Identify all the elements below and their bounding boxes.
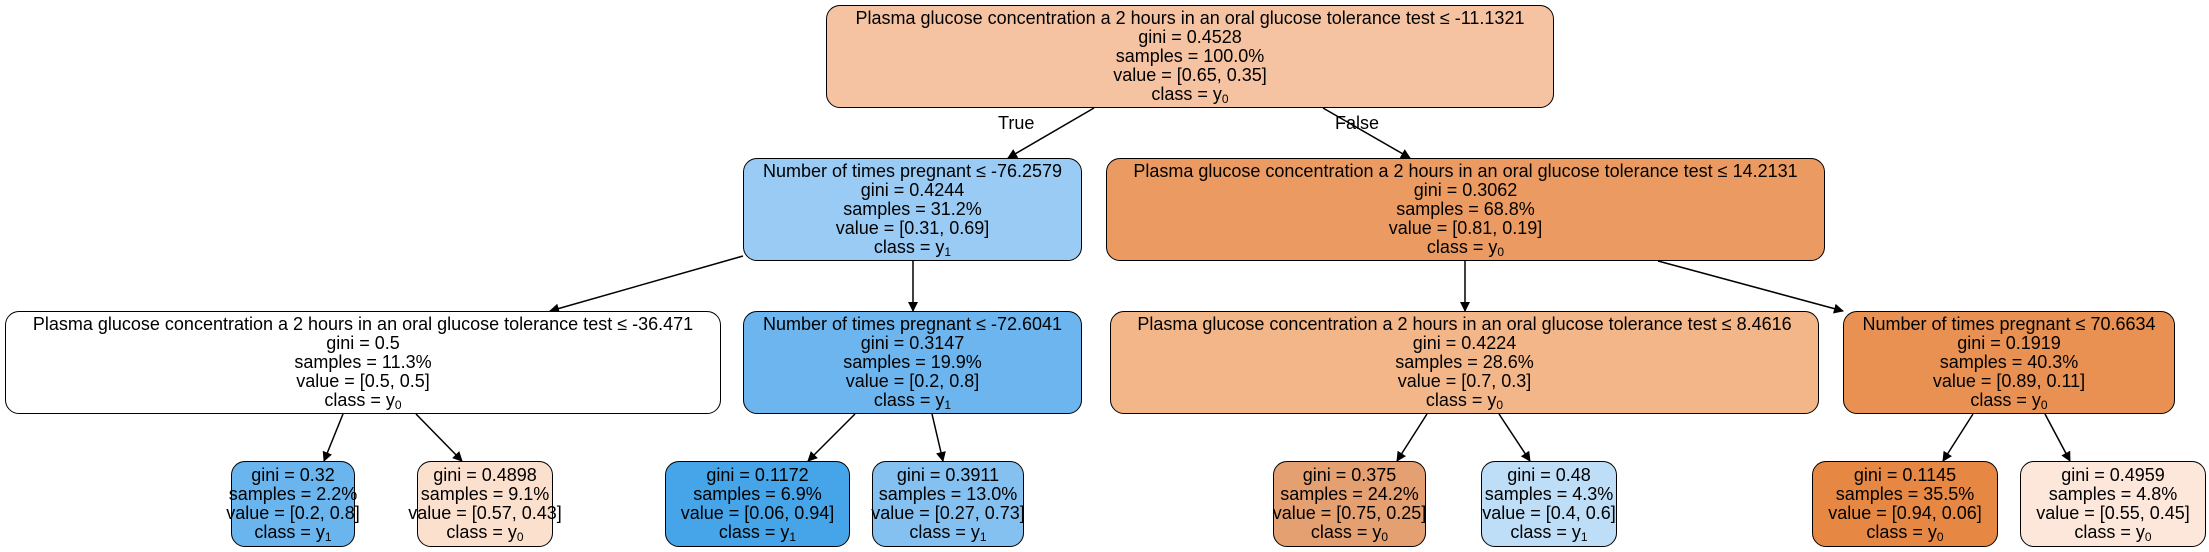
node-class: class = y0 xyxy=(1425,390,1504,412)
node-split-condition: Plasma glucose concentration a 2 hours i… xyxy=(32,314,694,334)
node-gini: gini = 0.3911 xyxy=(896,465,1000,485)
node-samples: samples = 4.3% xyxy=(1484,484,1614,504)
node-value: value = [0.2, 0.8] xyxy=(226,503,360,523)
node-value: value = [0.89, 0.11] xyxy=(1932,371,2086,391)
node-class: class = y1 xyxy=(1510,522,1588,544)
node-gini: gini = 0.1145 xyxy=(1853,465,1957,485)
node-gini: gini = 0.5 xyxy=(326,333,400,353)
tree-node-n1: Number of times pregnant ≤ -76.2579 gini… xyxy=(743,158,1082,261)
node-gini: gini = 0.1919 xyxy=(1957,333,2061,353)
node-gini: gini = 0.32 xyxy=(251,465,335,485)
node-gini: gini = 0.4528 xyxy=(1138,27,1242,47)
node-class: class = y0 xyxy=(1866,522,1944,544)
node-value: value = [0.55, 0.45] xyxy=(2036,503,2190,523)
node-value: value = [0.27, 0.73] xyxy=(871,503,1025,523)
node-gini: gini = 0.3062 xyxy=(1413,180,1518,200)
edge-root-to-n1 xyxy=(1007,107,1095,159)
node-value: value = [0.57, 0.43] xyxy=(408,503,562,523)
node-gini: gini = 0.1172 xyxy=(706,465,809,485)
edge-root-to-n2 xyxy=(1322,107,1411,159)
edge-n1-to-n3 xyxy=(549,255,744,314)
node-value: value = [0.7, 0.3] xyxy=(1397,371,1532,391)
node-value: value = [0.5, 0.5] xyxy=(296,371,430,391)
node-samples: samples = 2.2% xyxy=(228,484,358,504)
node-value: value = [0.65, 0.35] xyxy=(1113,65,1267,85)
node-samples: samples = 4.8% xyxy=(2048,484,2178,504)
edge-n5-to-l6 xyxy=(1498,413,1531,462)
tree-node-n4: Number of times pregnant ≤ -72.6041 gini… xyxy=(743,311,1082,414)
node-samples: samples = 40.3% xyxy=(1939,352,2079,372)
node-samples: samples = 24.2% xyxy=(1280,484,1419,504)
node-class: class = y1 xyxy=(254,522,332,544)
edge-label-true: True xyxy=(998,113,1035,133)
edge-n4-to-l4 xyxy=(931,413,946,462)
edge-n6-to-l7 xyxy=(1942,413,1974,462)
tree-leaf-l2: gini = 0.4898 samples = 9.1% value = [0.… xyxy=(408,461,562,547)
node-class: class = y0 xyxy=(1426,237,1505,259)
tree-node-n6: Number of times pregnant ≤ 70.6634 gini … xyxy=(1843,311,2175,414)
node-class: class = y1 xyxy=(909,522,987,544)
node-gini: gini = 0.3147 xyxy=(860,333,965,353)
node-samples: samples = 9.1% xyxy=(420,484,550,504)
node-split-condition: Plasma glucose concentration a 2 hours i… xyxy=(1137,314,1792,334)
edge-n5-to-l5 xyxy=(1396,413,1428,462)
tree-leaf-l4: gini = 0.3911 samples = 13.0% value = [0… xyxy=(871,461,1025,547)
edge-n3-to-l2 xyxy=(415,413,463,462)
tree-leaf-l1: gini = 0.32 samples = 2.2% value = [0.2,… xyxy=(226,461,360,547)
node-class: class = y0 xyxy=(1151,84,1229,106)
tree-leaf-l6: gini = 0.48 samples = 4.3% value = [0.4,… xyxy=(1481,461,1617,547)
node-value: value = [0.75, 0.25] xyxy=(1272,503,1427,523)
node-class: class = y1 xyxy=(873,390,952,412)
node-samples: samples = 28.6% xyxy=(1395,352,1534,372)
node-split-condition: Number of times pregnant ≤ -76.2579 xyxy=(762,161,1063,181)
node-samples: samples = 13.0% xyxy=(878,484,1018,504)
node-gini: gini = 0.4224 xyxy=(1412,333,1517,353)
tree-node-n2: Plasma glucose concentration a 2 hours i… xyxy=(1106,158,1825,261)
node-samples: samples = 35.5% xyxy=(1835,484,1975,504)
node-samples: samples = 68.8% xyxy=(1396,199,1535,219)
node-class: class = y1 xyxy=(873,237,952,259)
node-class: class = y0 xyxy=(1310,522,1389,544)
node-class: class = y0 xyxy=(324,390,402,412)
node-gini: gini = 0.375 xyxy=(1302,465,1397,485)
edge-n3-to-l1 xyxy=(322,413,344,462)
node-value: value = [0.94, 0.06] xyxy=(1828,503,1982,523)
edge-label-false: False xyxy=(1335,113,1380,133)
node-gini: gini = 0.4244 xyxy=(860,180,965,200)
edge-n4-to-l3 xyxy=(807,413,856,462)
node-split-condition: Number of times pregnant ≤ 70.6634 xyxy=(1862,314,2156,334)
node-class: class = y0 xyxy=(1970,390,2048,412)
node-value: value = [0.81, 0.19] xyxy=(1388,218,1543,238)
node-samples: samples = 100.0% xyxy=(1115,46,1265,66)
node-samples: samples = 11.3% xyxy=(294,352,432,372)
node-gini: gini = 0.48 xyxy=(1507,465,1591,485)
node-split-condition: Number of times pregnant ≤ -72.6041 xyxy=(762,314,1063,334)
tree-leaf-l5: gini = 0.375 samples = 24.2% value = [0.… xyxy=(1273,461,1426,547)
tree-leaf-l7: gini = 0.1145 samples = 35.5% value = [0… xyxy=(1812,461,1998,547)
node-samples: samples = 6.9% xyxy=(693,484,822,504)
node-value: value = [0.2, 0.8] xyxy=(845,371,980,391)
node-gini: gini = 0.4959 xyxy=(2061,465,2165,485)
node-samples: samples = 31.2% xyxy=(843,199,982,219)
node-value: value = [0.06, 0.94] xyxy=(680,503,835,523)
node-split-condition: Plasma glucose concentration a 2 hours i… xyxy=(855,8,1525,28)
tree-node-n5: Plasma glucose concentration a 2 hours i… xyxy=(1110,311,1819,414)
tree-node-root: Plasma glucose concentration a 2 hours i… xyxy=(826,5,1554,108)
edge-n6-to-l8 xyxy=(2044,413,2071,462)
node-samples: samples = 19.9% xyxy=(843,352,982,372)
node-gini: gini = 0.4898 xyxy=(433,465,537,485)
node-value: value = [0.31, 0.69] xyxy=(835,218,990,238)
edge-n2-to-n6 xyxy=(1657,260,1844,314)
node-split-condition: Plasma glucose concentration a 2 hours i… xyxy=(1133,161,1798,181)
tree-leaf-l3: gini = 0.1172 samples = 6.9% value = [0.… xyxy=(665,461,850,547)
node-class: class = y0 xyxy=(2074,522,2152,544)
tree-node-n3: Plasma glucose concentration a 2 hours i… xyxy=(5,311,721,414)
node-class: class = y1 xyxy=(718,522,797,544)
node-class: class = y0 xyxy=(446,522,524,544)
tree-leaf-l8: gini = 0.4959 samples = 4.8% value = [0.… xyxy=(2020,461,2206,547)
node-value: value = [0.4, 0.6] xyxy=(1482,503,1616,523)
